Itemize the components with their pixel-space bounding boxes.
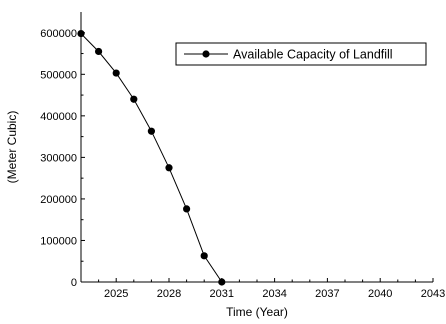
y-tick-label: 200000 xyxy=(40,194,77,206)
y-tick-label: 600000 xyxy=(40,28,77,40)
x-tick-label: 2037 xyxy=(315,288,339,300)
y-axis: 0 100000 200000 300000 400000 500000 600000 xyxy=(40,28,85,289)
y-axis-title: (Meter Cubic) xyxy=(5,111,19,184)
x-axis-title: Time (Year) xyxy=(226,305,288,319)
x-tick-label: 2043 xyxy=(421,288,445,300)
data-point xyxy=(218,278,226,286)
y-tick-label: 0 xyxy=(71,277,77,289)
series-layer xyxy=(77,29,226,286)
x-tick-label: 2025 xyxy=(104,288,128,300)
legend: Available Capacity of Landfill xyxy=(175,42,427,66)
data-point xyxy=(95,47,103,56)
data-point xyxy=(200,252,208,260)
y-tick-label: 300000 xyxy=(40,152,77,164)
x-tick-label: 2028 xyxy=(157,288,181,300)
legend-label: Available Capacity of Landfill xyxy=(233,48,393,62)
y-tick-label: 500000 xyxy=(40,69,77,81)
data-point xyxy=(165,164,173,172)
data-point xyxy=(147,127,155,135)
data-point xyxy=(130,95,138,103)
x-tick-label: 2031 xyxy=(210,288,234,300)
data-point xyxy=(77,29,85,38)
data-point xyxy=(112,69,120,77)
data-point xyxy=(183,205,191,213)
legend-marker xyxy=(202,50,210,58)
x-tick-label: 2034 xyxy=(262,288,286,300)
y-tick-label: 400000 xyxy=(40,111,77,123)
series-line xyxy=(80,33,223,283)
x-axis: 2025 2028 2031 2034 2037 2040 2043 xyxy=(80,278,445,300)
y-tick-label: 100000 xyxy=(40,235,77,247)
x-tick-label: 2040 xyxy=(368,288,392,300)
legend-box xyxy=(175,42,427,66)
